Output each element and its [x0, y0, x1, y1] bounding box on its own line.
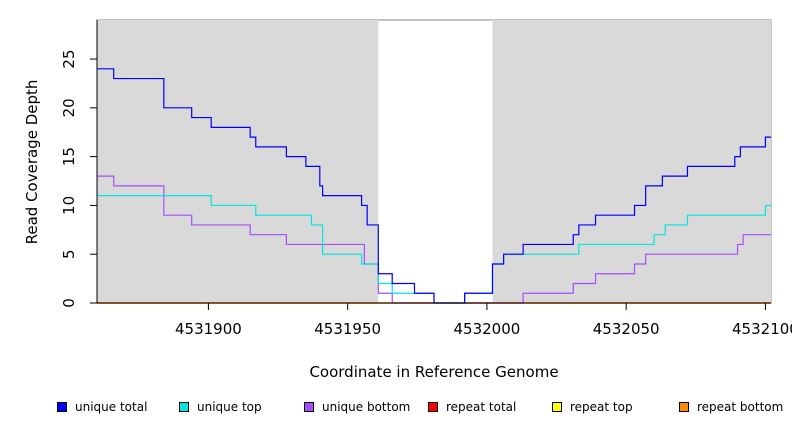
- legend-item-unique-bottom: unique bottom: [304, 400, 410, 414]
- shaded-region-2: [492, 20, 771, 303]
- plot-background: [96, 19, 772, 304]
- x-axis-title: Coordinate in Reference Genome: [309, 363, 558, 381]
- legend-label: unique bottom: [322, 400, 411, 414]
- legend-swatch: [552, 402, 562, 412]
- legend-label: repeat total: [446, 400, 517, 414]
- y-tick-label: 5: [60, 249, 78, 259]
- legend-swatch: [304, 402, 314, 412]
- legend-item-repeat-total: repeat total: [428, 400, 516, 414]
- legend: unique total unique top unique bottom repea…: [0, 400, 792, 418]
- legend-swatch: [57, 402, 67, 412]
- legend-label: repeat top: [570, 400, 633, 414]
- legend-item-unique-top: unique top: [179, 400, 262, 414]
- series-unique-bottom: [97, 175, 771, 304]
- y-tick-label: 10: [60, 196, 78, 215]
- y-tick-label: 25: [60, 49, 78, 68]
- series-unique-total: [97, 68, 771, 304]
- legend-label: repeat bottom: [697, 400, 784, 414]
- y-tick-label: 15: [60, 147, 78, 166]
- x-tick-label: 4532050: [593, 320, 660, 338]
- legend-swatch: [679, 402, 689, 412]
- x-tick-label: 4532000: [454, 320, 521, 338]
- shaded-region-1: [97, 20, 379, 303]
- y-axis-title: Read Coverage Depth: [23, 80, 41, 245]
- legend-item-repeat-bottom: repeat bottom: [679, 400, 783, 414]
- x-tick-label: 4531900: [175, 320, 242, 338]
- legend-label: unique total: [75, 400, 148, 414]
- legend-item-unique-total: unique total: [57, 400, 147, 414]
- legend-swatch: [428, 402, 438, 412]
- y-tick-label: 0: [60, 298, 78, 308]
- legend-label: unique top: [197, 400, 262, 414]
- legend-item-repeat-top: repeat top: [552, 400, 633, 414]
- y-tick-label: 20: [60, 98, 78, 117]
- legend-swatch: [179, 402, 189, 412]
- y-ticks: 0 5 10 15 20 25: [60, 49, 97, 308]
- x-tick-label: 4531950: [314, 320, 381, 338]
- axes: [96, 20, 771, 304]
